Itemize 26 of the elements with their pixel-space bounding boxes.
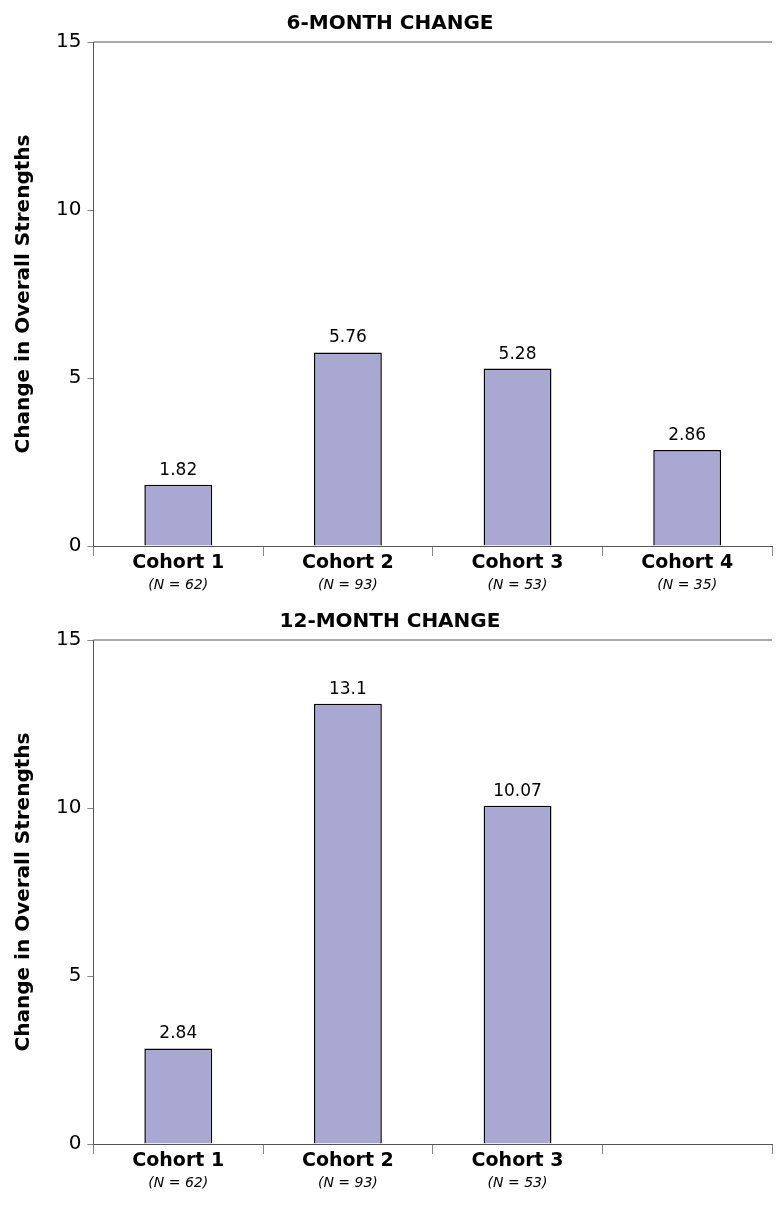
data-label: 13.1 [328, 677, 367, 698]
y-tick-label: 15 [56, 626, 82, 651]
y-axis-title: Change in Overall Strengths [10, 732, 35, 1052]
x-tick-label: Cohort 3 (N = 53) [471, 550, 564, 592]
data-label: 2.84 [159, 1022, 198, 1043]
data-label: 1.82 [159, 458, 198, 479]
data-label: 10.07 [493, 779, 542, 800]
y-tick-label: 15 [56, 28, 82, 53]
y-tick-label: 10 [56, 196, 82, 221]
x-tick-label: Cohort 2 (N = 93) [301, 1148, 394, 1190]
x-tick-label: Cohort 1 (N = 62) [132, 1148, 225, 1190]
x-tick-label: Cohort 1 (N = 62) [132, 550, 225, 592]
data-label: 5.28 [498, 342, 537, 363]
x-tick-label: Cohort 4 (N = 35) [641, 550, 734, 592]
data-label: 5.76 [328, 326, 367, 347]
y-tick-label: 10 [56, 794, 82, 819]
y-tick-label: 5 [68, 364, 82, 389]
y-tick-label: 5 [68, 962, 82, 987]
y-tick-label: 0 [68, 1130, 82, 1155]
x-tick-label: Cohort 2 (N = 93) [301, 550, 394, 592]
x-tick-label: Cohort 3 (N = 53) [471, 1148, 564, 1190]
chart-title: 6-MONTH CHANGE [286, 10, 494, 35]
chart-title: 12-MONTH CHANGE [279, 608, 501, 633]
y-axis-title: Change in Overall Strengths [10, 134, 35, 454]
y-tick-label: 0 [68, 532, 82, 557]
data-label: 2.86 [668, 423, 707, 444]
